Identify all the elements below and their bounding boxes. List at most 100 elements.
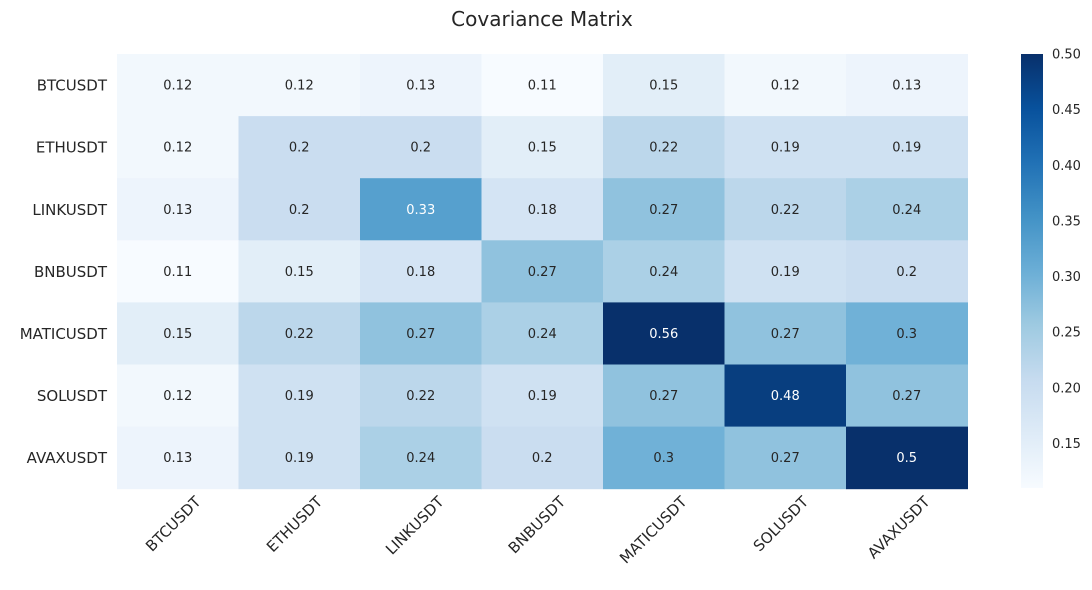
heatmap-cell [481, 116, 604, 179]
cell-value-label: 0.12 [163, 389, 192, 404]
heatmap-cell [603, 364, 725, 428]
cell-value-label: 0.3 [896, 327, 917, 342]
heatmap-cell [360, 240, 482, 303]
heatmap-cell [724, 302, 847, 365]
cell-value-label: 0.27 [528, 265, 557, 280]
heatmap-cell [238, 240, 361, 303]
cell-value-label: 0.18 [406, 265, 435, 280]
column-label: BNBUSDT [505, 492, 570, 557]
row-label: ETHUSDT [36, 139, 108, 157]
heatmap-cell [360, 54, 482, 117]
cell-value-label: 0.15 [285, 265, 314, 280]
cell-value-label: 0.27 [649, 203, 678, 218]
cell-value-label: 0.22 [771, 203, 800, 218]
heatmap-cell [603, 54, 725, 117]
cell-value-label: 0.12 [163, 79, 192, 94]
heatmap-cell [603, 302, 725, 365]
heatmap-cell [481, 302, 604, 365]
heatmap-cell [117, 426, 239, 490]
colorbar-tick-label: 0.35 [1052, 214, 1081, 229]
heatmap-cell [481, 364, 604, 428]
heatmap-cell [360, 116, 482, 179]
heatmap-cell [846, 240, 968, 303]
cell-value-label: 0.13 [406, 79, 435, 94]
cell-value-label: 0.19 [771, 265, 800, 280]
heatmap-cells: 0.12 0.12 0.13 0.11 0.15 0.12 0.13 0.12 0.2 0.2 0.… [117, 54, 968, 490]
row-label: AVAXUSDT [27, 449, 108, 467]
cell-value-label: 0.2 [896, 265, 917, 280]
cell-value-label: 0.27 [406, 327, 435, 342]
cell-value-label: 0.11 [528, 79, 557, 94]
cell-value-label: 0.18 [528, 203, 557, 218]
heatmap-cell [724, 116, 847, 179]
heatmap-cell [724, 178, 847, 241]
heatmap-cell [846, 178, 968, 241]
row-labels: BTCUSDT ETHUSDT LINKUSDT BNBUSDT MATICUSDT SO… [20, 77, 108, 468]
heatmap-cell [846, 302, 968, 365]
cell-value-label: 0.48 [771, 389, 800, 404]
cell-value-label: 0.27 [892, 389, 921, 404]
chart-title: Covariance Matrix [451, 7, 633, 31]
heatmap-cell [360, 178, 482, 241]
colorbar-tick-label: 0.50 [1052, 48, 1081, 63]
cell-value-label: 0.19 [285, 389, 314, 404]
cell-value-label: 0.24 [406, 451, 435, 466]
colorbar-tick-label: 0.30 [1052, 270, 1081, 285]
cell-value-label: 0.22 [649, 141, 678, 156]
row-label: MATICUSDT [20, 325, 108, 343]
heatmap-cell [603, 240, 725, 303]
heatmap-cell [481, 54, 604, 117]
colorbar-tick-label: 0.15 [1052, 437, 1081, 452]
cell-value-label: 0.2 [289, 141, 310, 156]
cell-value-label: 0.15 [163, 327, 192, 342]
heatmap-cell [117, 178, 239, 241]
heatmap-cell [724, 364, 847, 428]
heatmap-cell [603, 116, 725, 179]
cell-value-label: 0.13 [892, 79, 921, 94]
heatmap-cell [238, 364, 361, 428]
heatmap-cell [238, 426, 361, 490]
heatmap-cell [360, 364, 482, 428]
heatmap-cell [724, 426, 847, 490]
column-label: ETHUSDT [263, 492, 327, 556]
cell-value-label: 0.24 [892, 203, 921, 218]
colorbar: 0.15 0.20 0.25 0.30 0.35 0.40 0.45 0.50 [1021, 48, 1081, 488]
row-label: LINKUSDT [32, 201, 107, 219]
heatmap-cell [481, 426, 604, 490]
cell-value-label: 0.24 [649, 265, 678, 280]
column-label: AVAXUSDT [864, 492, 934, 562]
cell-value-label: 0.2 [289, 203, 310, 218]
cell-value-label: 0.33 [406, 203, 435, 218]
heatmap-cell [117, 116, 239, 179]
cell-value-label: 0.19 [528, 389, 557, 404]
cell-value-label: 0.22 [285, 327, 314, 342]
cell-value-label: 0.19 [892, 141, 921, 156]
heatmap-cell [724, 240, 847, 303]
heatmap-cell [238, 302, 361, 365]
cell-value-label: 0.2 [532, 451, 553, 466]
cell-value-label: 0.19 [285, 451, 314, 466]
heatmap-cell [117, 54, 239, 117]
heatmap-cell [481, 240, 604, 303]
row-label: SOLUSDT [37, 387, 108, 405]
cell-value-label: 0.24 [528, 327, 557, 342]
colorbar-tick-label: 0.40 [1052, 159, 1081, 174]
cell-value-label: 0.12 [163, 141, 192, 156]
cell-value-label: 0.12 [285, 79, 314, 94]
heatmap-cell [846, 426, 968, 490]
cell-value-label: 0.12 [771, 79, 800, 94]
heatmap-cell [846, 116, 968, 179]
column-label: LINKUSDT [382, 492, 448, 558]
heatmap-cell [846, 54, 968, 117]
column-labels: BTCUSDT ETHUSDT LINKUSDT BNBUSDT MATICUSDT SO… [142, 492, 934, 567]
heatmap-cell [117, 302, 239, 365]
heatmap-cell [238, 54, 361, 117]
colorbar-tick-label: 0.25 [1052, 326, 1081, 341]
heatmap-cell [481, 178, 604, 241]
heatmap-cell [603, 178, 725, 241]
heatmap-cell [724, 54, 847, 117]
colorbar-tick-label: 0.45 [1052, 103, 1081, 118]
heatmap-cell [117, 240, 239, 303]
cell-value-label: 0.22 [406, 389, 435, 404]
